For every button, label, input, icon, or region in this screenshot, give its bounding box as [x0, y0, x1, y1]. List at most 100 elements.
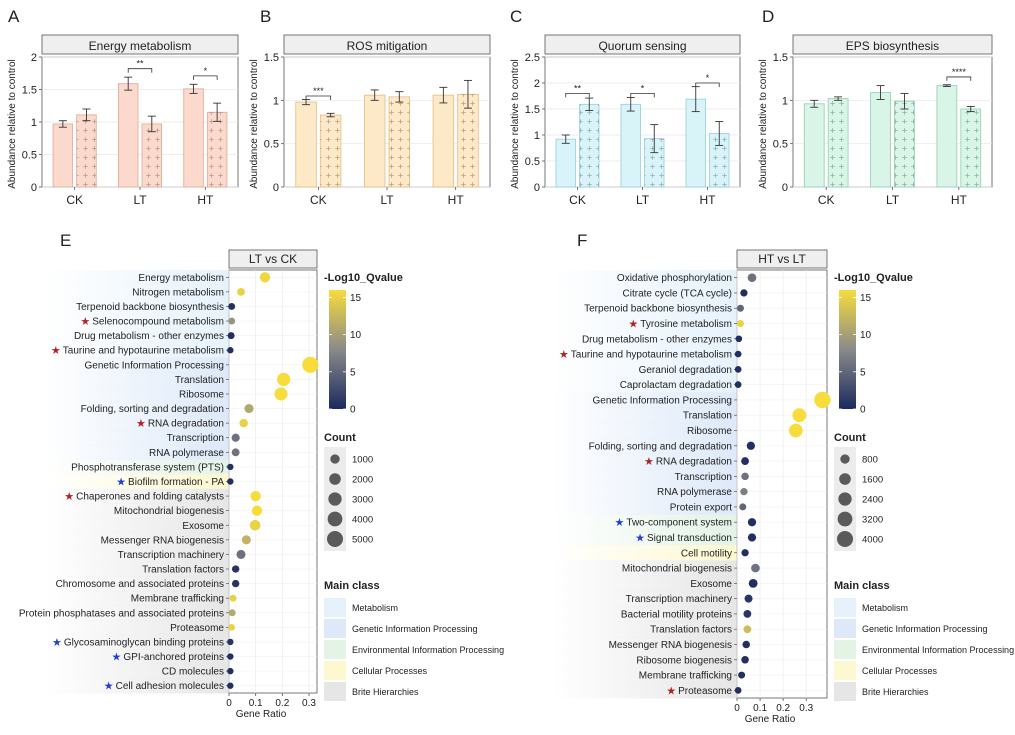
class-legend-swatch: [834, 682, 856, 701]
red-star-icon: ★: [51, 345, 61, 357]
class-legend-label: Brite Hierarchies: [352, 687, 419, 697]
term-label: Exosome: [690, 579, 732, 590]
data-point: [746, 441, 755, 450]
class-band: [44, 445, 229, 461]
y-tick-label: 1.5: [773, 52, 788, 64]
bar-pattern: [579, 104, 599, 187]
data-point: [747, 533, 757, 542]
y-tick-label: 0: [31, 182, 37, 194]
data-point: [239, 418, 248, 428]
class-legend-swatch: [324, 661, 346, 680]
term-label: Membrane trafficking: [131, 594, 224, 605]
plot-frame: [736, 269, 828, 699]
bar-pattern: [76, 114, 97, 187]
x-tick-label: 0.1: [249, 698, 263, 709]
x-tick-label: 0.3: [302, 698, 316, 709]
y-tick-label: 1: [31, 117, 37, 129]
class-band: [552, 331, 737, 347]
x-tick-label: LT: [133, 193, 147, 207]
bar: [803, 103, 825, 188]
data-point: [231, 565, 240, 573]
class-band: [552, 652, 737, 668]
data-point: [741, 472, 749, 481]
facet-strip: [228, 249, 318, 269]
term-label: Taurine and hypotaurine metabolism: [63, 346, 224, 357]
plot-frame: [792, 56, 993, 188]
data-point: [743, 610, 752, 618]
significance-label: *: [204, 66, 208, 76]
colorbar-tick-label: 5: [350, 367, 356, 378]
data-point: [735, 335, 743, 343]
data-point: [249, 519, 261, 531]
significance-bracket: [946, 76, 972, 81]
data-point: [228, 317, 236, 325]
term-label: Chromosome and associated proteins: [56, 579, 224, 590]
size-legend-label: 5000: [352, 535, 373, 546]
blue-star-icon: ★: [104, 681, 114, 693]
size-legend-label: 4000: [352, 515, 373, 526]
size-legend-dot: [837, 511, 853, 527]
y-tick-label: 1.5: [525, 104, 540, 116]
size-legend-label: 3200: [862, 515, 883, 526]
bar-pattern: [457, 94, 479, 187]
term-label: Citrate cycle (TCA cycle): [623, 288, 732, 299]
class-band: [552, 621, 737, 638]
class-band: [44, 634, 229, 650]
class-band: [44, 503, 229, 519]
class-legend-swatch: [324, 598, 346, 617]
bar-pattern: [389, 96, 410, 187]
data-point: [744, 594, 753, 603]
significance-bracket: [193, 75, 218, 80]
class-legend-swatch: [834, 640, 856, 659]
term-label: Cell adhesion molecules: [116, 681, 224, 692]
bar: [118, 83, 139, 188]
data-point: [277, 372, 291, 387]
class-legend-swatch: [324, 640, 346, 659]
class-legend-swatch: [834, 598, 856, 617]
term-label: Oxidative phosphorylation: [617, 273, 732, 284]
bar: [295, 101, 317, 188]
data-point: [228, 624, 236, 631]
data-point: [228, 302, 236, 310]
y-axis-label: Abundance relative to control: [7, 59, 18, 189]
red-star-icon: ★: [64, 491, 74, 503]
y-tick-label: 0.5: [773, 139, 788, 151]
data-point: [741, 656, 749, 664]
class-band: [44, 663, 229, 679]
bar: [620, 103, 641, 188]
x-tick-label: LT: [636, 193, 650, 207]
data-point: [231, 579, 240, 588]
class-legend-label: Metabolism: [862, 603, 908, 613]
term-label: Drug metabolism - other enzymes: [74, 331, 224, 342]
colorbar: [839, 290, 856, 409]
class-band: [552, 560, 737, 577]
significance-label: *: [641, 83, 645, 93]
data-point: [241, 535, 251, 545]
x-axis-label: Gene Ratio: [236, 709, 287, 720]
class-legend-swatch: [834, 661, 856, 680]
y-tick-label: 1.5: [264, 52, 279, 64]
x-tick-label: HT: [700, 193, 717, 207]
bar-pattern: [644, 138, 664, 187]
panel-letter: F: [577, 231, 587, 250]
term-label: Messenger RNA biogenesis: [609, 640, 732, 651]
term-label: Transcription machinery: [626, 594, 732, 605]
bar: [685, 98, 706, 188]
term-label: Phosphotransferase system (PTS): [71, 462, 224, 473]
significance-label: ***: [313, 86, 324, 96]
data-point: [748, 578, 758, 588]
bar-pattern: [320, 115, 341, 187]
facet-strip: [736, 249, 828, 269]
class-legend-label: Genetic Information Processing: [352, 624, 478, 634]
class-legend-swatch: [834, 619, 856, 638]
data-point: [747, 518, 757, 527]
x-tick-label: CK: [310, 193, 327, 207]
class-legend-label: Metabolism: [352, 603, 398, 613]
size-legend-dot: [837, 531, 853, 547]
red-star-icon: ★: [80, 316, 90, 328]
bar: [52, 123, 74, 188]
term-label: Nitrogen metabolism: [132, 287, 224, 298]
blue-star-icon: ★: [52, 637, 62, 649]
class-band: [44, 313, 229, 329]
term-label: Bacterial motility proteins: [621, 609, 732, 620]
